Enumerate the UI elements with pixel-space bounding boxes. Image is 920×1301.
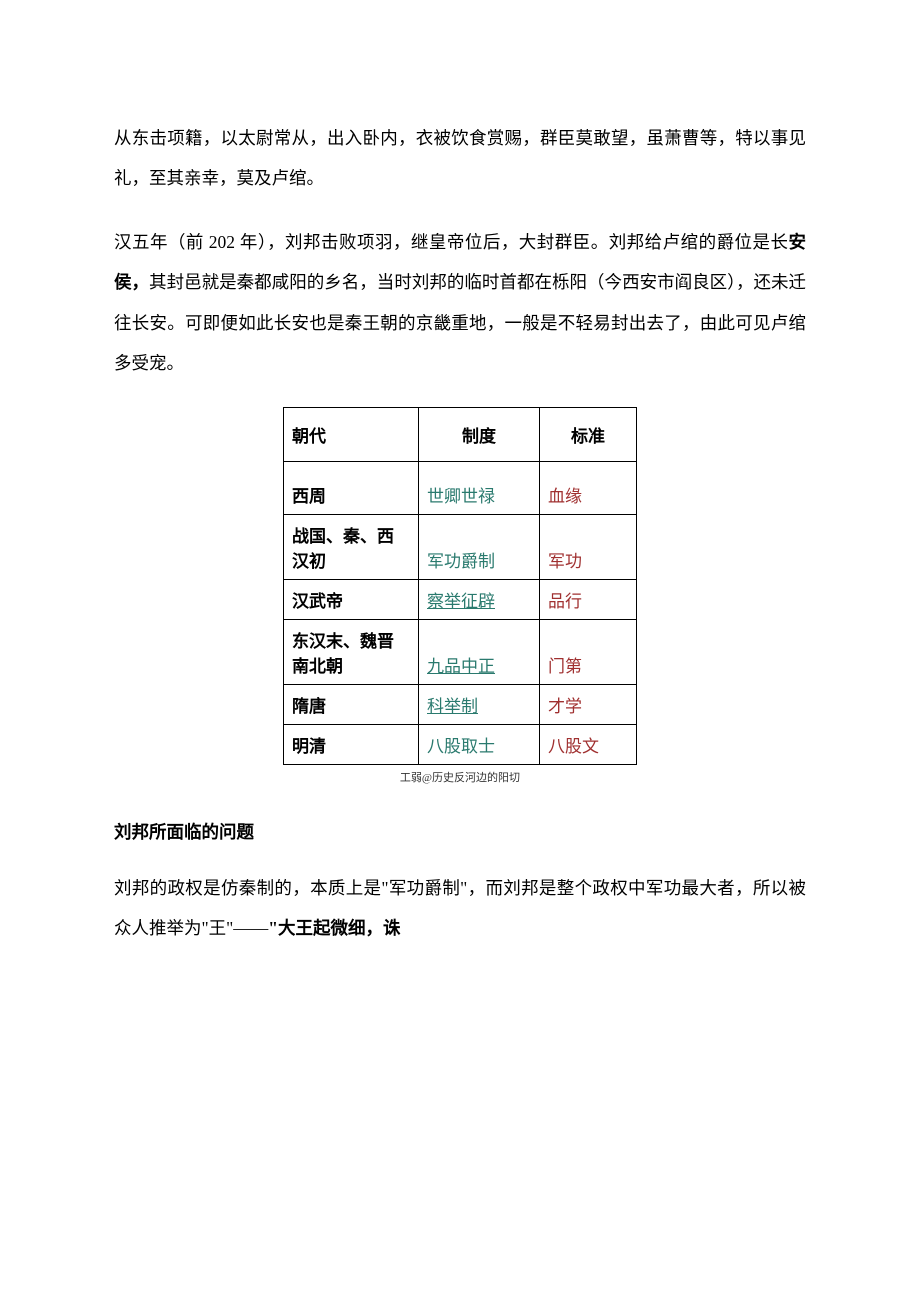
table-row: 东汉末、魏晋南北朝九品中正门第: [284, 620, 637, 685]
table-row: 隋唐科举制才学: [284, 685, 637, 725]
cell-standard: 血缘: [540, 462, 637, 515]
paragraph-3-b-bold: "大王起微细，诛: [268, 918, 400, 938]
cell-system: 世卿世禄: [419, 462, 540, 515]
paragraph-1: 从东击项籍，以太尉常从，出入卧内，衣被饮食赏赐，群臣莫敢望，虽萧曹等，特以事见礼…: [114, 118, 806, 199]
cell-system: 八股取士: [419, 725, 540, 765]
paragraph-3: 刘邦的政权是仿秦制的，本质上是"军功爵制"，而刘邦是整个政权中军功最大者，所以被…: [114, 868, 806, 949]
cell-system: 军功爵制: [419, 515, 540, 580]
table-caption: 工弱@历史反河边的阳切: [400, 769, 520, 785]
cell-standard: 品行: [540, 580, 637, 620]
dynasty-system-table: 朝代 制度 标准 西周世卿世禄血缘战国、秦、西汉初军功爵制军功汉武帝察举征辟品行…: [283, 407, 637, 765]
table-body: 西周世卿世禄血缘战国、秦、西汉初军功爵制军功汉武帝察举征辟品行东汉末、魏晋南北朝…: [284, 462, 637, 765]
paragraph-2-c: 其封邑就是秦都咸阳的乡名，当时刘邦的临时首都在栎阳（今西安市阎良区），还未迁往长…: [114, 272, 806, 373]
paragraph-2: 汉五年（前 202 年），刘邦击败项羽，继皇帝位后，大封群臣。刘邦给卢绾的爵位是…: [114, 222, 806, 383]
table-row: 明清八股取士八股文: [284, 725, 637, 765]
cell-dynasty: 东汉末、魏晋南北朝: [284, 620, 419, 685]
header-standard: 标准: [540, 408, 637, 462]
document-page: 从东击项籍，以太尉常从，出入卧内，衣被饮食赏赐，群臣莫敢望，虽萧曹等，特以事见礼…: [0, 0, 920, 1033]
table-container: 朝代 制度 标准 西周世卿世禄血缘战国、秦、西汉初军功爵制军功汉武帝察举征辟品行…: [114, 407, 806, 785]
cell-dynasty: 汉武帝: [284, 580, 419, 620]
paragraph-2-a: 汉五年（前 202 年），刘邦击败项羽，继皇帝位后，大封群臣。刘邦给卢绾的爵位是…: [114, 232, 789, 252]
table-row: 汉武帝察举征辟品行: [284, 580, 637, 620]
cell-dynasty: 战国、秦、西汉初: [284, 515, 419, 580]
table-row: 战国、秦、西汉初军功爵制军功: [284, 515, 637, 580]
cell-system: 九品中正: [419, 620, 540, 685]
section-heading: 刘邦所面临的问题: [114, 819, 806, 844]
header-system: 制度: [419, 408, 540, 462]
cell-system: 察举征辟: [419, 580, 540, 620]
header-dynasty: 朝代: [284, 408, 419, 462]
cell-standard: 八股文: [540, 725, 637, 765]
table-header-row: 朝代 制度 标准: [284, 408, 637, 462]
table-row: 西周世卿世禄血缘: [284, 462, 637, 515]
cell-system: 科举制: [419, 685, 540, 725]
cell-dynasty: 隋唐: [284, 685, 419, 725]
cell-dynasty: 西周: [284, 462, 419, 515]
paragraph-3-a: 刘邦的政权是仿秦制的，本质上是"军功爵制"，而刘邦是整个政权中军功最大者，所以被…: [114, 878, 806, 938]
cell-dynasty: 明清: [284, 725, 419, 765]
cell-standard: 军功: [540, 515, 637, 580]
cell-standard: 才学: [540, 685, 637, 725]
cell-standard: 门第: [540, 620, 637, 685]
